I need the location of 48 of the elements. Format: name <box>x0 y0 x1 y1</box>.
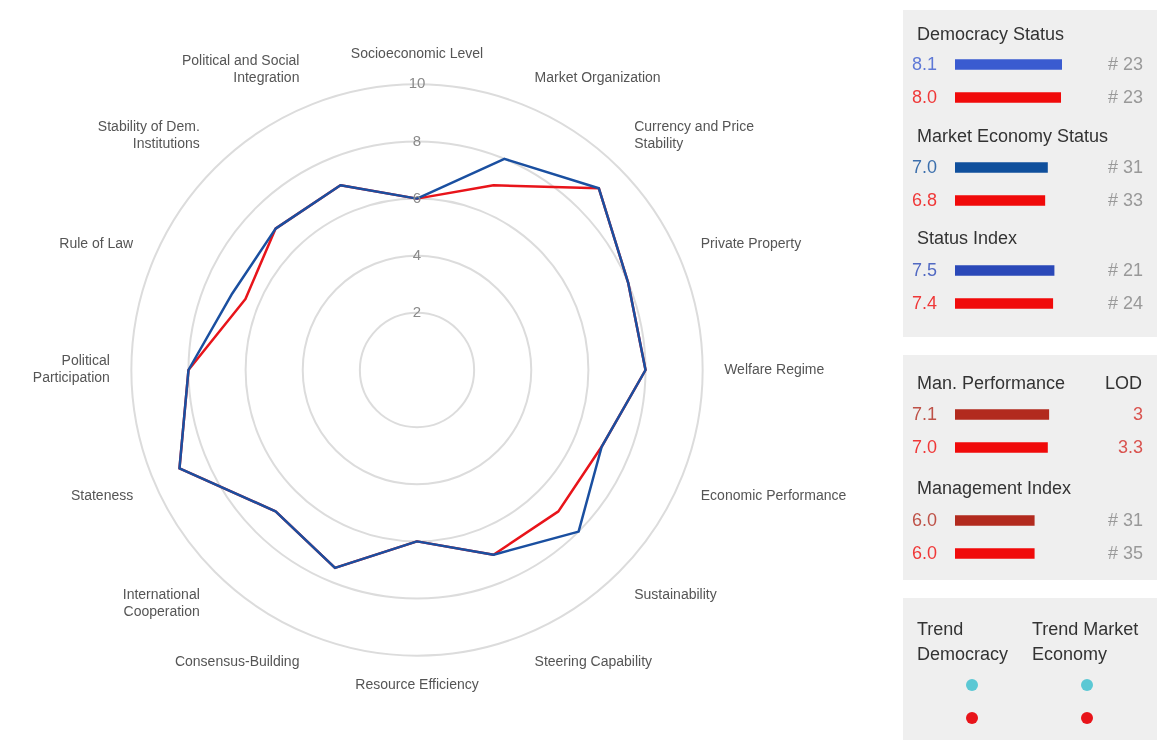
text: # 35 <box>1107 543 1143 564</box>
data-label: 6.0 <box>912 543 938 564</box>
y-tick-label: 2 <box>412 303 422 321</box>
data-label: 6.8 <box>912 190 938 211</box>
text: # 33 <box>1107 190 1143 211</box>
spoke-label: Sustainability <box>634 586 717 603</box>
spoke-label: Rule of Law <box>59 234 135 251</box>
spoke-label: Private Property <box>700 234 802 251</box>
data-label: 7.0 <box>912 157 938 178</box>
spoke-label: Political and Social Integration <box>181 51 300 85</box>
chart-title: Man. Performance <box>917 373 1066 394</box>
data-label: 7.1 <box>912 404 938 425</box>
text: Trend Market Economy <box>1032 618 1140 666</box>
data-label: 7.0 <box>912 437 938 458</box>
text: # 21 <box>1107 260 1143 281</box>
text: # 23 <box>1107 54 1143 75</box>
chart-title: Management Index <box>917 478 1072 499</box>
chart-title: Democracy Status <box>917 24 1065 45</box>
spoke-label: Steering Capability <box>534 653 653 670</box>
spoke-label: Stability of Dem. Institutions <box>97 118 200 152</box>
y-tick-label: 10 <box>408 74 426 92</box>
text: # 31 <box>1107 510 1143 531</box>
spoke-label: Stateness <box>70 486 134 503</box>
text: LOD <box>1104 373 1142 394</box>
data-label: 8.1 <box>912 54 938 75</box>
spoke-label: Political Participation <box>32 352 110 386</box>
spoke-label: Market Organization <box>534 68 661 85</box>
spoke-label: Socioeconomic Level <box>350 45 484 62</box>
text: # 31 <box>1107 157 1143 178</box>
text: 3.3 <box>1117 437 1143 458</box>
text: Trend Democracy <box>917 618 1010 666</box>
spoke-label: International Cooperation <box>122 586 200 620</box>
data-label: 6.0 <box>912 510 938 531</box>
chart-title: Market Economy Status <box>917 126 1109 147</box>
spoke-label: Economic Performance <box>700 486 847 503</box>
data-label: 7.5 <box>912 260 938 281</box>
text: # 24 <box>1107 293 1143 314</box>
text: 3 <box>1132 404 1143 425</box>
spoke-label: Currency and Price Stability <box>634 118 755 152</box>
spoke-label: Consensus-Building <box>174 653 300 670</box>
data-label: 8.0 <box>912 87 938 108</box>
text: # 23 <box>1107 87 1143 108</box>
spoke-label: Welfare Regime <box>724 360 825 377</box>
y-tick-label: 4 <box>412 245 422 263</box>
chart-title: Status Index <box>917 228 1018 249</box>
spoke-label: Resource Efficiency <box>355 676 479 693</box>
y-tick-label: 8 <box>412 131 422 149</box>
data-label: 7.4 <box>912 293 938 314</box>
